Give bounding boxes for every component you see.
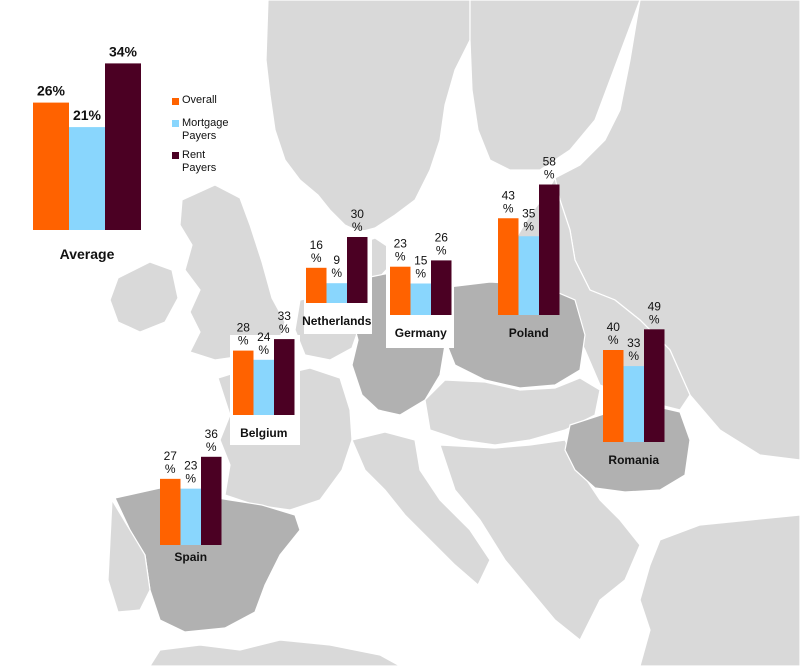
bar-chart-belgium: 28% 24 % 33 % Belgium xyxy=(230,309,300,445)
legend-label-mortgage: Mortgage Payers xyxy=(182,117,229,142)
value-label-romania-overall: 40% xyxy=(607,320,621,347)
map-region-ireland xyxy=(109,261,179,333)
chart-title-romania: Romania xyxy=(608,453,659,467)
bar-average-rent xyxy=(105,63,141,231)
bar-chart-romania: 40% 33 % 49 % Romania xyxy=(603,299,665,467)
chart-title-spain: Spain xyxy=(174,550,207,564)
value-label-romania-mortgage: 33% xyxy=(627,336,641,363)
bar-poland-rent xyxy=(539,184,560,315)
bar-poland-overall xyxy=(498,218,519,315)
bar-spain-rent xyxy=(201,456,222,545)
legend-item-rent: Rent Payers xyxy=(172,149,232,175)
legend-swatch-overall xyxy=(172,98,179,105)
value-label-poland-overall: 43% xyxy=(502,188,516,215)
value-label-belgium-rent: 33% xyxy=(278,309,292,336)
chart-title-netherlands: Netherlands xyxy=(302,314,372,328)
bar-romania-mortgage xyxy=(623,366,644,442)
value-label-germany-rent: 26% xyxy=(435,230,449,257)
chart-title-poland: Poland xyxy=(509,326,549,340)
bar-belgium-rent xyxy=(274,339,295,415)
value-label-poland-mortgage: 35% xyxy=(522,206,536,233)
bar-belgium-mortgage xyxy=(253,359,274,415)
legend-item-overall: Overall xyxy=(172,94,292,107)
chart-title-belgium: Belgium xyxy=(240,426,287,440)
value-label-spain-overall: 27% xyxy=(164,449,178,476)
value-label-belgium-overall: 28% xyxy=(237,321,251,348)
legend-label-rent: Rent Payers xyxy=(182,149,217,174)
bar-netherlands-mortgage xyxy=(326,283,347,303)
value-label-average-overall: 26% xyxy=(37,83,66,99)
legend-swatch-rent xyxy=(172,152,179,159)
value-label-germany-overall: 23% xyxy=(394,237,408,264)
bar-average-overall xyxy=(33,102,69,230)
value-label-romania-rent: 49% xyxy=(648,299,662,326)
bar-germany-overall xyxy=(390,266,411,315)
bar-belgium-overall xyxy=(233,350,254,415)
legend: Overall Mortgage Payers Rent Payers xyxy=(172,94,292,175)
map-region-portugal xyxy=(107,497,151,613)
value-label-spain-rent: 36% xyxy=(205,427,219,454)
map-region-turkey xyxy=(639,514,800,666)
bar-poland-mortgage xyxy=(518,236,539,315)
legend-swatch-mortgage xyxy=(172,120,179,127)
bar-romania-overall xyxy=(603,350,624,442)
chart-title-average: Average xyxy=(60,246,115,262)
map-region-finland xyxy=(469,0,641,171)
value-label-spain-mortgage: 23% xyxy=(184,459,198,486)
value-label-germany-mortgage: 15% xyxy=(414,254,428,281)
map-region-central-europe xyxy=(424,377,601,446)
value-label-poland-rent: 58% xyxy=(543,155,557,182)
bar-chart-spain: 27% 23 % 36 % Spain xyxy=(160,427,222,564)
value-label-netherlands-mortgage: 9% xyxy=(331,253,342,280)
bar-spain-mortgage xyxy=(180,488,201,545)
bar-germany-mortgage xyxy=(410,283,431,315)
legend-label-overall: Overall xyxy=(182,94,217,106)
map-region-italy xyxy=(351,431,491,586)
bar-romania-rent xyxy=(644,329,665,442)
legend-item-mortgage: Mortgage Payers xyxy=(172,117,242,143)
bar-netherlands-rent xyxy=(347,237,368,303)
value-label-netherlands-rent: 30% xyxy=(351,207,365,234)
bar-chart-poland: 43% 35 % 58 % Poland xyxy=(498,155,560,340)
value-label-netherlands-overall: 16% xyxy=(310,238,324,265)
value-label-average-mortgage: 21% xyxy=(73,107,102,123)
value-label-belgium-mortgage: 24% xyxy=(257,330,271,357)
bar-netherlands-overall xyxy=(306,267,327,303)
bar-chart-netherlands: 16% 9 % 30 % Netherlands xyxy=(302,207,372,334)
bar-average-mortgage xyxy=(69,127,105,230)
chart-title-germany: Germany xyxy=(395,326,447,340)
map-region-north-africa xyxy=(149,639,401,666)
value-label-average-rent: 34% xyxy=(109,43,138,59)
map-region-balkans xyxy=(439,439,641,641)
bar-chart-germany: 23% 15 % 26 % Germany xyxy=(386,230,454,348)
bar-chart-average: 26% 21% 34% Average xyxy=(33,43,141,262)
bar-germany-rent xyxy=(431,260,452,315)
bar-spain-overall xyxy=(160,478,181,545)
